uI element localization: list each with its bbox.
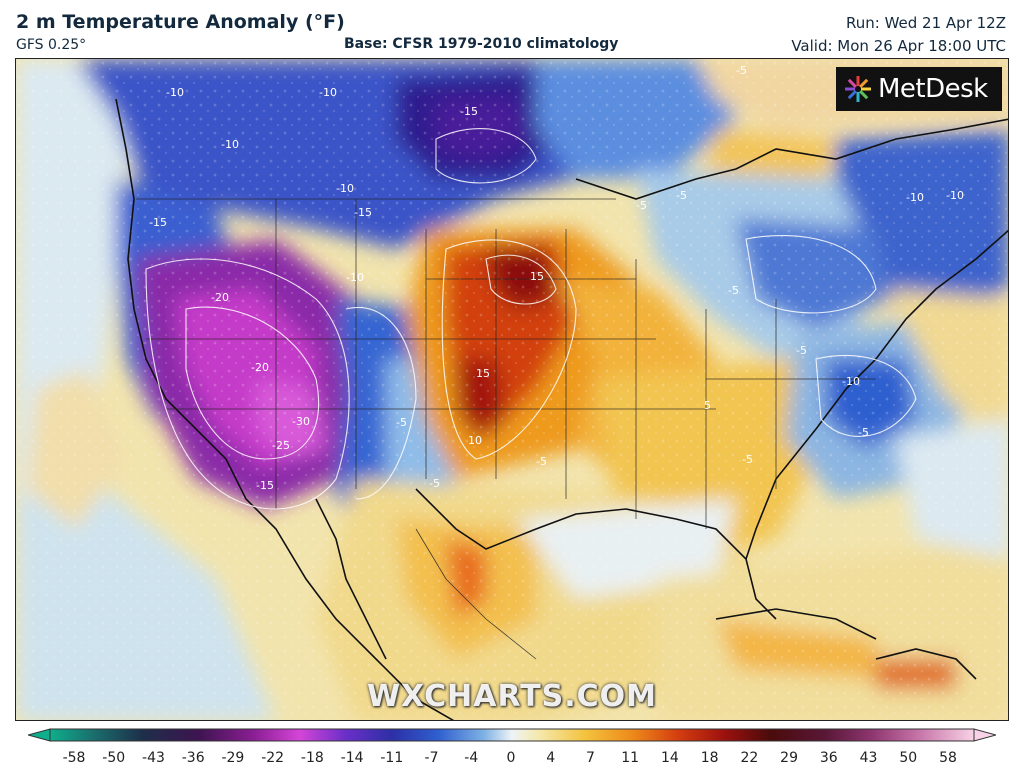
color-scale-tick-label: 29	[780, 750, 798, 766]
contour-label: -5	[858, 426, 869, 439]
color-scale	[26, 726, 998, 744]
contour-label-group: -10 -15 -10 -10 -10 -15 -5 -10 -15 -20 -…	[149, 64, 964, 492]
chart-title: 2 m Temperature Anomaly (°F)	[16, 11, 345, 33]
contour-label: -15	[460, 105, 478, 118]
contour-label: -5	[676, 189, 687, 202]
contour-label: -5	[796, 344, 807, 357]
model-label: GFS 0.25°	[16, 37, 87, 53]
color-scale-tick-label: 7	[585, 750, 595, 766]
contour-label: -5	[728, 284, 739, 297]
run-time-label: Run: Wed 21 Apr 12Z	[846, 14, 1006, 32]
state-borders	[136, 198, 876, 660]
color-scale-tick-label: 4	[546, 750, 556, 766]
color-scale-tick-label: -43	[142, 750, 165, 766]
color-scale-tick-label: -4	[464, 750, 479, 766]
contour-label: -20	[251, 361, 269, 374]
valid-time-label: Valid: Mon 26 Apr 18:00 UTC	[791, 37, 1006, 55]
color-scale-tick-label: -29	[221, 750, 245, 766]
contour-label: -5	[396, 416, 407, 429]
color-scale-tick-label: 0	[506, 750, 516, 766]
color-scale-tick-label: 58	[939, 750, 957, 766]
contour-lines	[145, 128, 917, 510]
contour-label: -10	[221, 138, 239, 151]
color-scale-tick-label: 36	[819, 750, 838, 766]
contour-label: -15	[256, 479, 274, 492]
contour-label: -5	[736, 64, 747, 77]
coastlines	[115, 98, 1008, 720]
map-canvas: -10 -15 -10 -10 -10 -15 -5 -10 -15 -20 -…	[16, 59, 1008, 720]
metdesk-logo: MetDesk	[836, 67, 1002, 111]
contour-label: -10	[319, 86, 337, 99]
contour-label: -25	[272, 439, 290, 452]
color-scale-tick-label: -7	[424, 750, 439, 766]
color-scale-bar	[26, 728, 998, 742]
color-scale-tick-label: -50	[102, 750, 126, 766]
metdesk-logo-icon	[845, 76, 871, 102]
scale-max-arrow	[973, 728, 998, 742]
contour-label: 5	[704, 399, 711, 412]
color-scale-tick-label: 50	[899, 750, 918, 766]
contour-label: -5	[536, 455, 547, 468]
color-scale-tick-label: -22	[261, 750, 285, 766]
contour-label: -10	[946, 189, 964, 202]
color-scale-tick-label: 18	[700, 750, 719, 766]
contour-label: 15	[476, 367, 490, 380]
contour-label: -10	[906, 191, 924, 204]
color-scale-tick-label: -58	[62, 750, 86, 766]
color-scale-tick-label: -36	[181, 750, 205, 766]
color-scale-tick-label: 11	[621, 750, 640, 766]
contour-label: -15	[149, 216, 167, 229]
contour-label: -10	[346, 271, 364, 284]
contour-label: -20	[211, 291, 229, 304]
contour-label: -10	[336, 182, 354, 195]
color-scale-tick-label: 14	[660, 750, 679, 766]
anomaly-map[interactable]: -10 -15 -10 -10 -10 -15 -5 -10 -15 -20 -…	[15, 58, 1009, 721]
color-scale-tick-label: 43	[859, 750, 878, 766]
climatology-base-label: Base: CFSR 1979-2010 climatology	[344, 36, 619, 52]
contour-label: 10	[468, 434, 482, 447]
contour-label: 15	[530, 270, 544, 283]
contour-label: -5	[429, 477, 440, 490]
color-scale-labels: -58 -50 -43 -36 -29 -22 -18 -14 -11 -7 -4 0 4 7 11 14 18…	[0, 748, 1024, 772]
contour-label: -30	[292, 415, 310, 428]
color-scale-tick-label: -11	[380, 750, 404, 766]
color-scale-tick-label: -14	[340, 750, 364, 766]
contour-label: -5	[636, 199, 647, 212]
contour-label: -5	[742, 453, 753, 466]
scale-min-arrow	[26, 728, 51, 742]
wxcharts-watermark: WXCHARTS.COM	[366, 679, 658, 714]
color-scale-tick-label: 22	[740, 750, 759, 766]
metdesk-logo-text: MetDesk	[878, 74, 988, 104]
contour-label: -10	[166, 86, 184, 99]
contour-label: -10	[842, 375, 860, 388]
color-scale-tick-label: -18	[300, 750, 324, 766]
contour-label: -15	[354, 206, 372, 219]
